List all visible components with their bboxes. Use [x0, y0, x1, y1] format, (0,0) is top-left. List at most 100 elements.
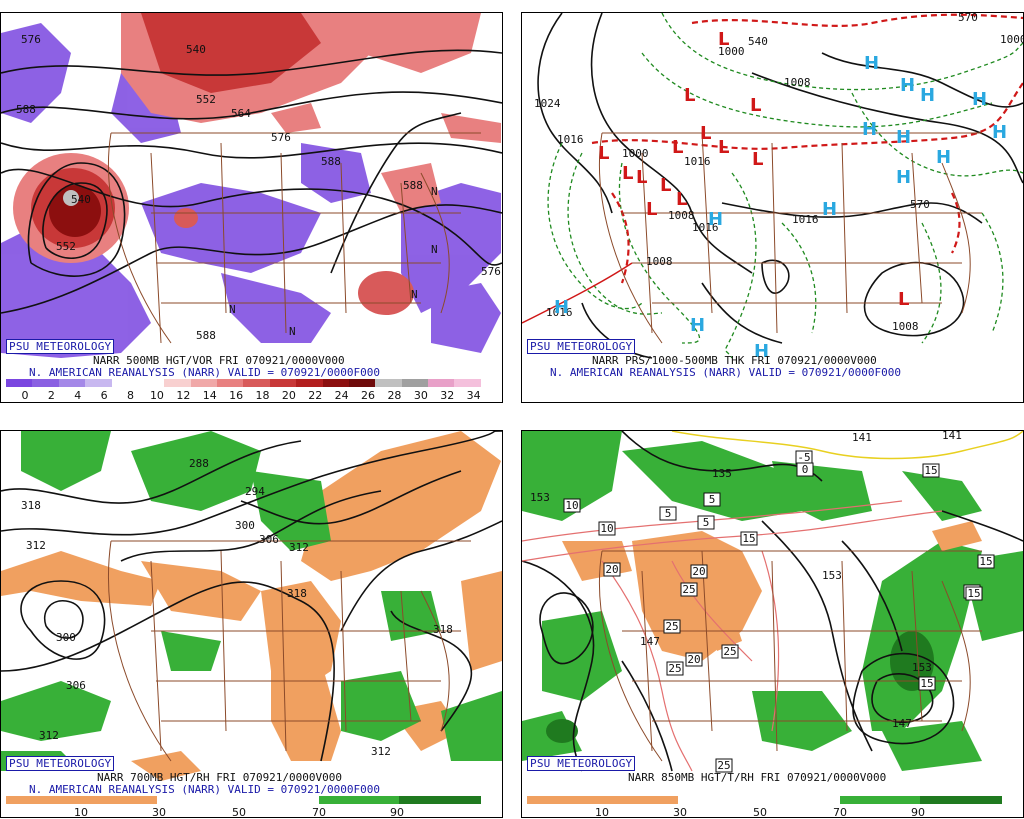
vorticity-red-maxima	[13, 13, 501, 315]
scale-label: 70	[312, 806, 326, 818]
height-label: 312	[26, 539, 46, 552]
political-borders	[599, 550, 982, 762]
temperature-label: 25	[666, 661, 684, 676]
height-label: 312	[371, 745, 391, 758]
scale-label: 10	[149, 389, 164, 402]
humidity-700-map: 318 312 300 306 312 288 294 300 306 312 …	[1, 431, 502, 781]
high-pressure-marker: H	[708, 209, 723, 230]
low-pressure-marker: L	[718, 29, 729, 50]
isobar-label: 1016	[557, 133, 584, 146]
scale-label: 16	[229, 389, 244, 402]
height-label: 588	[196, 329, 216, 342]
scale-swatch	[111, 379, 138, 387]
high-pressure-marker: H	[900, 75, 915, 96]
svg-text:15: 15	[967, 587, 980, 600]
height-label: 306	[259, 533, 279, 546]
isobar-label: 1016	[692, 221, 719, 234]
temperature-label: 15	[740, 531, 758, 546]
low-pressure-marker: L	[660, 175, 671, 196]
high-pressure-marker: H	[920, 85, 935, 106]
scale-label: 6	[100, 389, 108, 402]
scale-swatch	[58, 379, 86, 387]
high-pressure-markers: H H H H H H H H H H H H H H	[554, 53, 1007, 362]
temperature-label: 10	[598, 521, 616, 536]
low-pressure-marker: L	[598, 143, 609, 164]
height-label: 576	[271, 131, 291, 144]
pressure-labels: 1024 1016 1000 1008 1016 1008 1016 1008 …	[534, 13, 1023, 333]
political-borders	[108, 540, 471, 762]
scale-label: 24	[334, 389, 349, 402]
thickness-label: 540	[748, 35, 768, 48]
political-borders	[108, 132, 481, 344]
thickness-540-line	[591, 13, 1023, 284]
scale-label: 8	[127, 389, 135, 402]
height-label: 312	[39, 729, 59, 742]
height-label: 564	[231, 107, 251, 120]
psu-meteorology-badge: PSU METEOROLOGY	[527, 339, 636, 354]
temperature-label: 25	[715, 758, 733, 773]
low-pressure-marker: L	[718, 137, 729, 158]
high-pressure-marker: H	[992, 122, 1007, 143]
height-label: 318	[287, 587, 307, 600]
isobar-label: 1016	[792, 213, 819, 226]
isobar-label: 1008	[646, 255, 673, 268]
height-label: 300	[235, 519, 255, 532]
height-contours	[1, 49, 502, 314]
thickness-lines	[547, 13, 1023, 359]
vorticity-min-label: N	[289, 325, 296, 338]
isobars	[537, 13, 1023, 359]
height-label: 540	[186, 43, 206, 56]
scale-swatch	[428, 379, 455, 387]
height-label: 552	[56, 240, 76, 253]
scale-swatch-moist	[840, 796, 920, 804]
height-label: 294	[245, 485, 265, 498]
height-label: 576	[481, 265, 501, 278]
isobar-label: 1008	[784, 76, 811, 89]
scale-swatch	[322, 379, 349, 387]
temperature-label: 5	[659, 506, 677, 521]
vorticity-min-label: N	[431, 243, 438, 256]
vorticity-map: 576 588 540 552 564 576 588 552 540 N N …	[1, 13, 502, 358]
scale-swatch	[401, 379, 428, 387]
temperature-label: 15	[922, 463, 940, 478]
height-contours	[1, 431, 502, 762]
high-pressure-marker: H	[936, 147, 951, 168]
height-labels: 153 141 141 135 147 153 147 153	[530, 431, 962, 730]
scale-swatch	[190, 379, 217, 387]
height-label: 300	[56, 631, 76, 644]
svg-text:5: 5	[709, 493, 716, 506]
height-label: 153	[912, 661, 932, 674]
scale-swatch	[217, 379, 244, 387]
scale-label: 70	[833, 806, 847, 818]
svg-text:15: 15	[920, 677, 933, 690]
scale-label: 34	[466, 389, 481, 402]
high-pressure-marker: H	[690, 315, 705, 336]
isobar-label: 570	[958, 13, 978, 24]
scale-label: 30	[152, 806, 166, 818]
low-pressure-marker: L	[672, 137, 683, 158]
scale-swatch-very-moist	[399, 796, 481, 804]
vorticity-min-label: N	[431, 185, 438, 198]
dry-air-field	[1, 431, 502, 781]
low-pressure-marker: L	[752, 149, 763, 170]
height-label: 552	[196, 93, 216, 106]
scale-label: 20	[281, 389, 296, 402]
svg-text:25: 25	[682, 583, 695, 596]
scale-label: 22	[308, 389, 323, 402]
humidity-scale-labels: 10 30 50 70 90	[6, 806, 481, 818]
scale-swatch	[375, 379, 402, 387]
scale-swatch	[164, 379, 191, 387]
high-pressure-marker: H	[754, 341, 769, 362]
scale-swatch-dry	[6, 796, 157, 804]
scale-swatch	[85, 379, 112, 387]
vorticity-scale-labels: 0 2 4 6 8 10 12 14 16 18 20 22 24 26 28 30 32 34	[6, 389, 481, 402]
scale-label: 50	[753, 806, 767, 818]
svg-text:25: 25	[665, 620, 678, 633]
political-borders	[599, 132, 982, 344]
height-label: 312	[289, 541, 309, 554]
scale-label: 26	[361, 389, 376, 402]
chart-title: NARR PRS/1000-500MB THK FRI 070921/0000V…	[592, 354, 877, 367]
temperature-label: 15	[965, 586, 983, 601]
temperature-label: 10	[563, 498, 581, 513]
height-label: 153	[822, 569, 842, 582]
